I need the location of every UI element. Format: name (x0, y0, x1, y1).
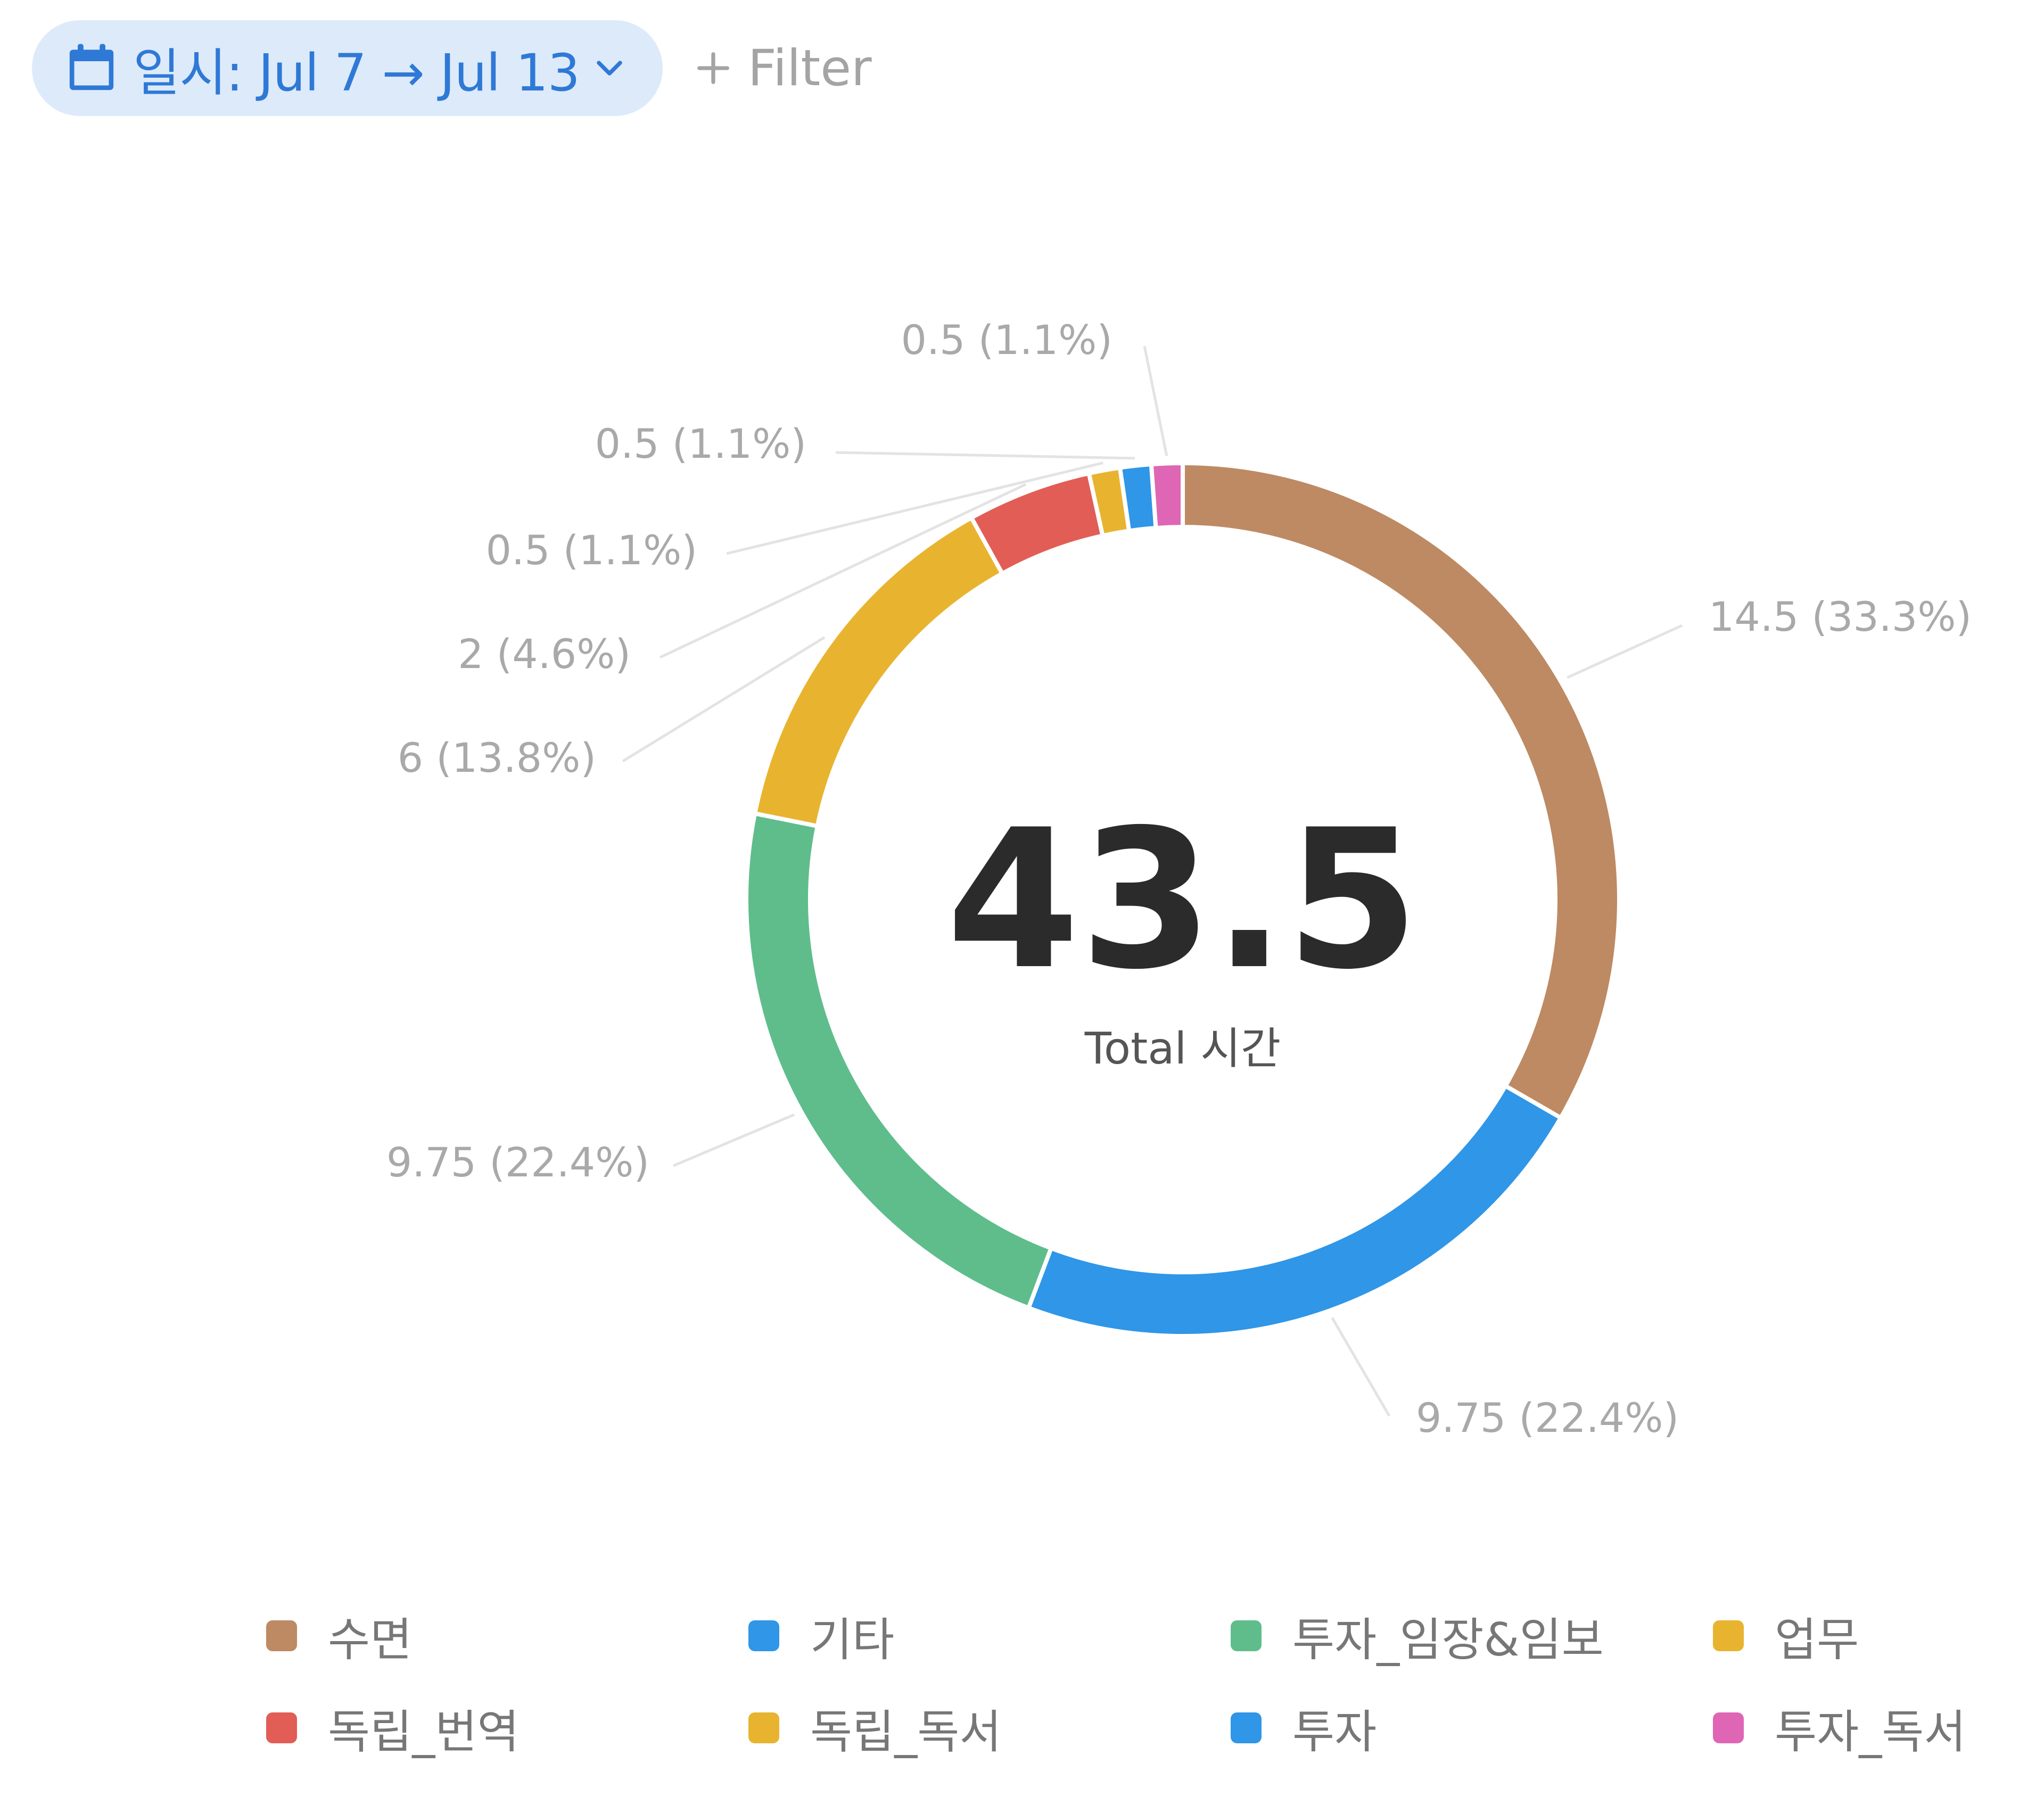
slice-leader-line (1331, 1317, 1391, 1417)
legend-item[interactable]: 업무 (1713, 1602, 1979, 1669)
slice-leader-line (673, 1113, 795, 1167)
slice-leader-line (622, 636, 826, 763)
legend-swatch (1713, 1620, 1744, 1651)
add-filter-label: Filter (747, 39, 872, 97)
slice-leader-line (1567, 624, 1683, 679)
legend-swatch (748, 1712, 779, 1743)
chevron-down-icon (597, 61, 622, 76)
legend-swatch (748, 1620, 779, 1651)
donut-slice[interactable] (1181, 460, 1621, 1121)
plus-icon (697, 52, 729, 84)
total-label: Total 시간 (1084, 1024, 1281, 1074)
legend-swatch (1231, 1712, 1262, 1743)
legend-label: 독립_번역 (328, 1706, 520, 1759)
legend-item[interactable]: 투자_독서 (1713, 1694, 1979, 1761)
slice-leader-lines (622, 345, 1683, 1417)
legend-label: 업무 (1775, 1613, 1859, 1667)
legend-swatch (266, 1620, 297, 1651)
donut-chart: 14.5 (33.3%) 9.75 (22.4%) 9.75 (22.4%) 6 (1… (386, 316, 1972, 1441)
slice-leader-line (835, 451, 1135, 460)
legend-label: 투자 (1292, 1706, 1377, 1759)
legend-label: 투자_독서 (1775, 1706, 1966, 1759)
slice-label: 6 (13.8%) (398, 734, 596, 781)
legend-label: 기타 (810, 1613, 895, 1667)
filter-bar: 일시: Jul 7 → Jul 13 Filter (32, 20, 872, 116)
legend-item[interactable]: 기타 (748, 1602, 1231, 1669)
donut-slice[interactable] (752, 515, 1005, 829)
slice-label: 14.5 (33.3%) (1709, 593, 1972, 640)
legend-swatch (1231, 1620, 1262, 1651)
slice-labels: 14.5 (33.3%) 9.75 (22.4%) 9.75 (22.4%) 6 (1… (386, 316, 1972, 1441)
slice-label: 0.5 (1.1%) (486, 526, 697, 574)
legend-swatch (1713, 1712, 1744, 1743)
legend-label: 독립_독서 (810, 1706, 1002, 1759)
calendar-icon (69, 44, 114, 90)
legend-item[interactable]: 독립_독서 (748, 1694, 1231, 1761)
slice-leader-line (726, 462, 1103, 555)
slice-label: 9.75 (22.4%) (386, 1139, 649, 1186)
date-filter-label: 일시: Jul 7 → Jul 13 (133, 43, 580, 103)
legend-item[interactable]: 투자 (1231, 1694, 1713, 1761)
donut-slice[interactable] (1149, 460, 1185, 531)
add-filter-button[interactable]: Filter (695, 39, 872, 97)
slice-label: 0.5 (1.1%) (901, 316, 1112, 364)
slice-leader-line (659, 483, 1027, 659)
legend-label: 수면 (328, 1613, 413, 1667)
legend-item[interactable]: 수면 (266, 1602, 748, 1669)
legend-item[interactable]: 독립_번역 (266, 1694, 748, 1761)
legend-swatch (266, 1712, 297, 1743)
slice-label: 0.5 (1.1%) (595, 420, 806, 467)
slice-label: 2 (4.6%) (458, 630, 631, 678)
donut-slices (744, 460, 1621, 1338)
total-value: 43.5 (946, 788, 1419, 1011)
slice-label: 9.75 (22.4%) (1416, 1394, 1679, 1441)
donut-slice[interactable] (1026, 1083, 1564, 1338)
slice-leader-line (1143, 345, 1168, 457)
legend-label: 투자_임장&임보 (1292, 1613, 1604, 1667)
legend-item[interactable]: 투자_임장&임보 (1231, 1602, 1713, 1669)
date-filter-chip[interactable]: 일시: Jul 7 → Jul 13 (32, 20, 663, 116)
